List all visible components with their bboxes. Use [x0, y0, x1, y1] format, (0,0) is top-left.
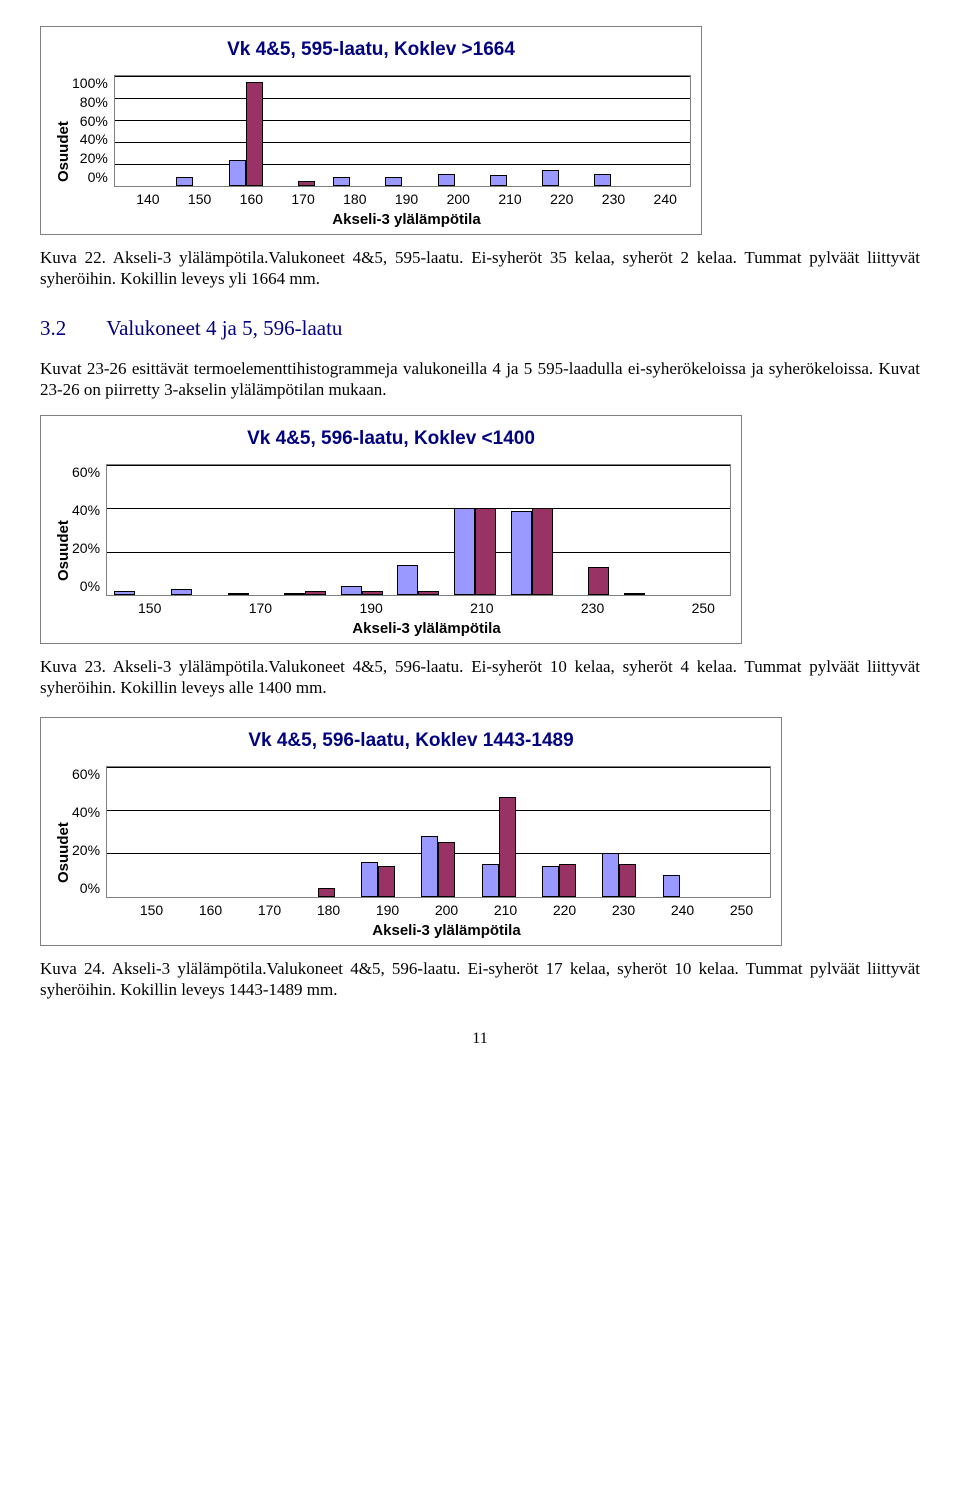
chart-2-ylabel: Osuudet — [51, 464, 72, 637]
chart-3: Vk 4&5, 596-laatu, Koklev 1443-1489 Osuu… — [40, 717, 782, 946]
chart-1-ylabel: Osuudet — [51, 75, 72, 228]
chart-1-plot — [114, 75, 691, 187]
chart-2-xticks: 150170190210230250 — [122, 600, 731, 616]
chart-3-xticks: 150160170180190200210220230240250 — [122, 902, 771, 918]
chart-2-xlabel: Akseli-3 ylälämpötila — [122, 620, 731, 637]
paragraph-1: Kuvat 23-26 esittävät termoelementtihist… — [40, 358, 920, 402]
caption-3: Kuva 24. Akseli-3 ylälämpötila.Valukonee… — [40, 958, 920, 1001]
chart-2-plot — [106, 464, 731, 596]
chart-3-plot — [106, 766, 771, 898]
chart-1-xticks: 140150160170180190200210220230240 — [122, 191, 691, 207]
chart-3-title: Vk 4&5, 596-laatu, Koklev 1443-1489 — [51, 730, 771, 752]
chart-3-xlabel: Akseli-3 ylälämpötila — [122, 922, 771, 939]
section-heading: 3.2 Valukoneet 4 ja 5, 596-laatu — [40, 316, 920, 341]
caption-2: Kuva 23. Akseli-3 ylälämpötila.Valukonee… — [40, 656, 920, 699]
chart-2-title: Vk 4&5, 596-laatu, Koklev <1400 — [51, 428, 731, 450]
chart-1-yticks: 100%80%60%40%20%0% — [72, 75, 114, 185]
chart-2-yticks: 60%40%20%0% — [72, 464, 106, 594]
page-number: 11 — [40, 1030, 920, 1048]
chart-3-yticks: 60%40%20%0% — [72, 766, 106, 896]
chart-3-ylabel: Osuudet — [51, 766, 72, 939]
chart-1-title: Vk 4&5, 595-laatu, Koklev >1664 — [51, 39, 691, 61]
chart-1: Vk 4&5, 595-laatu, Koklev >1664 Osuudet … — [40, 26, 702, 235]
chart-2: Vk 4&5, 596-laatu, Koklev <1400 Osuudet … — [40, 415, 742, 644]
heading-number: 3.2 — [40, 316, 66, 341]
chart-1-xlabel: Akseli-3 ylälämpötila — [122, 211, 691, 228]
heading-text: Valukoneet 4 ja 5, 596-laatu — [106, 316, 342, 341]
caption-1: Kuva 22. Akseli-3 ylälämpötila.Valukonee… — [40, 247, 920, 290]
